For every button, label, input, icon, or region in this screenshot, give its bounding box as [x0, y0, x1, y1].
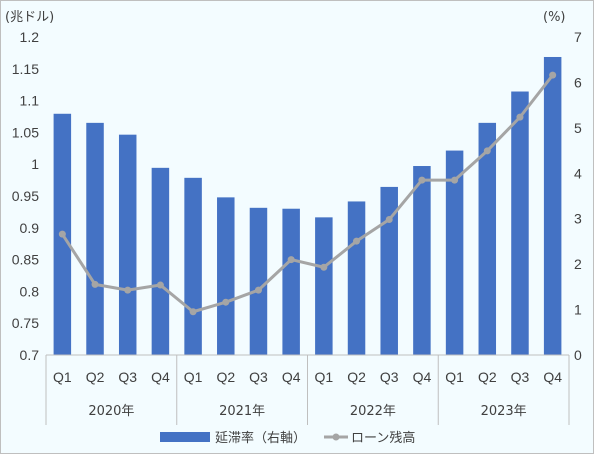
point-loan-balance: [483, 147, 491, 155]
bar-delinquency-rate: [151, 167, 170, 355]
y-left-tick-label: 1.15: [12, 61, 39, 77]
bar-delinquency-rate: [118, 134, 137, 355]
x-tick-label-quarter: Q1: [184, 369, 203, 385]
x-tick-label-year: 2022年: [350, 404, 396, 419]
point-loan-balance: [385, 216, 393, 224]
x-tick-label-quarter: Q1: [315, 369, 334, 385]
point-loan-balance: [124, 286, 132, 294]
y-right-tick-label: 1: [574, 302, 582, 318]
x-tick-label-quarter: Q4: [151, 369, 170, 385]
y-left-tick-label: 1.1: [20, 93, 40, 109]
point-loan-balance: [91, 280, 99, 288]
point-loan-balance: [254, 286, 262, 294]
bar-delinquency-rate: [413, 166, 431, 355]
bar-delinquency-rate: [282, 208, 300, 355]
line-loan-balance: [61, 74, 554, 314]
y-right-tick-label: 5: [574, 120, 582, 136]
point-loan-balance: [58, 230, 66, 238]
legend-label-delinquency: 延滞率（右軸）: [215, 430, 306, 446]
y-right-tick-label: 6: [574, 74, 582, 90]
y-left-tick-label: 1: [31, 156, 39, 172]
y-right-tick-label: 2: [574, 256, 582, 272]
x-tick-label-quarter: Q4: [413, 369, 432, 385]
point-loan-balance: [451, 176, 459, 184]
point-loan-balance: [156, 281, 164, 289]
x-tick-label-quarter: Q2: [347, 369, 366, 385]
legend: 延滞率（右軸） ローン残高: [160, 430, 415, 446]
bar-delinquency-rate: [184, 177, 202, 355]
legend-swatch-delinquency: [160, 432, 210, 442]
bar-delinquency-rate: [86, 122, 104, 355]
y-left-tick-label: 0.7: [20, 347, 40, 363]
x-tick-label-quarter: Q4: [543, 369, 562, 385]
bar-delinquency-rate: [511, 91, 529, 355]
x-tick-label-year: 2021年: [219, 404, 265, 419]
bar-delinquency-rate: [249, 207, 268, 355]
y-right-tick-label: 4: [574, 165, 582, 181]
left-axis-unit: (兆ドル): [5, 10, 54, 25]
x-tick-label-quarter: Q3: [118, 369, 137, 385]
x-tick-label-quarter: Q1: [53, 369, 72, 385]
point-loan-balance: [549, 71, 557, 79]
y-left-tick-label: 0.8: [20, 283, 40, 299]
point-loan-balance: [189, 308, 197, 316]
y-left-tick-label: 1.05: [12, 124, 39, 140]
right-axis-unit: (%): [543, 10, 566, 25]
point-loan-balance: [320, 263, 328, 271]
y-left-tick-label: 0.95: [12, 188, 39, 204]
bar-delinquency-rate: [543, 56, 562, 355]
x-tick-label-quarter: Q2: [216, 369, 235, 385]
y-left-tick-label: 1.2: [20, 29, 40, 45]
x-tick-label-quarter: Q2: [86, 369, 105, 385]
bar-delinquency-rate: [478, 122, 497, 355]
y-right-tick-label: 3: [574, 211, 582, 227]
point-loan-balance: [418, 176, 426, 184]
x-tick-label-quarter: Q2: [478, 369, 497, 385]
bar-delinquency-rate: [315, 217, 333, 355]
point-loan-balance: [353, 237, 361, 245]
x-tick-label-year: 2023年: [481, 404, 527, 419]
x-tick-label-year: 2020年: [88, 404, 134, 419]
x-tick-label-quarter: Q3: [380, 369, 399, 385]
y-right-tick-label: 0: [574, 347, 582, 363]
legend-label-loan-balance: ローン残高: [351, 430, 415, 446]
y-left-tick-label: 0.85: [12, 252, 39, 268]
bar-delinquency-rate: [217, 197, 235, 355]
legend-marker-loan-balance: [332, 433, 340, 441]
y-right-tick-label: 7: [574, 29, 582, 45]
x-tick-label-quarter: Q3: [511, 369, 530, 385]
point-loan-balance: [516, 113, 524, 121]
bar-delinquency-rate: [445, 150, 464, 355]
y-left-tick-label: 0.9: [20, 220, 40, 236]
bar-delinquency-rate: [380, 186, 398, 355]
x-tick-label-quarter: Q4: [282, 369, 301, 385]
x-tick-label-quarter: Q3: [249, 369, 268, 385]
y-left-tick-label: 0.75: [12, 315, 39, 331]
point-loan-balance: [222, 298, 230, 306]
point-loan-balance: [287, 256, 295, 264]
bar-delinquency-rate: [347, 201, 366, 355]
x-tick-label-quarter: Q1: [445, 369, 464, 385]
